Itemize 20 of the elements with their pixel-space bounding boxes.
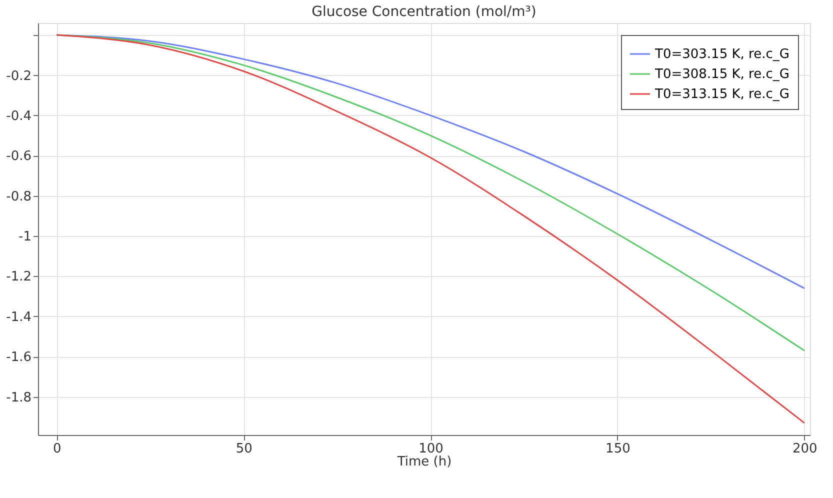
- y-tick-label: -1: [18, 230, 32, 245]
- y-tick-label: -1.8: [6, 390, 32, 406]
- x-tick-label: 200: [792, 442, 818, 456]
- x-axis-title: Time (h): [396, 454, 452, 470]
- y-tick-label: -0.8: [6, 189, 32, 204]
- y-tick-label: -1.6: [6, 350, 32, 366]
- x-tick-label: 0: [53, 442, 62, 456]
- legend-label: T0=308.15 K, re.c_G: [654, 67, 790, 82]
- y-tick-label: -0.6: [6, 149, 32, 164]
- legend-label: T0=303.15 K, re.c_G: [654, 47, 790, 62]
- x-tick-label: 100: [418, 442, 444, 456]
- legend-label: T0=313.15 K, re.c_G: [654, 87, 790, 102]
- x-tick-label: 150: [606, 442, 630, 456]
- y-tick-label: -1.2: [6, 270, 32, 285]
- y-tick-label: -0.4: [6, 108, 32, 124]
- y-tick-label: -1.4: [6, 310, 32, 325]
- x-tick-label: 50: [236, 442, 252, 456]
- line-series: [56, 34, 806, 424]
- chart-title: Glucose Concentration (mol/m³): [312, 4, 536, 20]
- y-tick-label: -0.2: [6, 68, 32, 84]
